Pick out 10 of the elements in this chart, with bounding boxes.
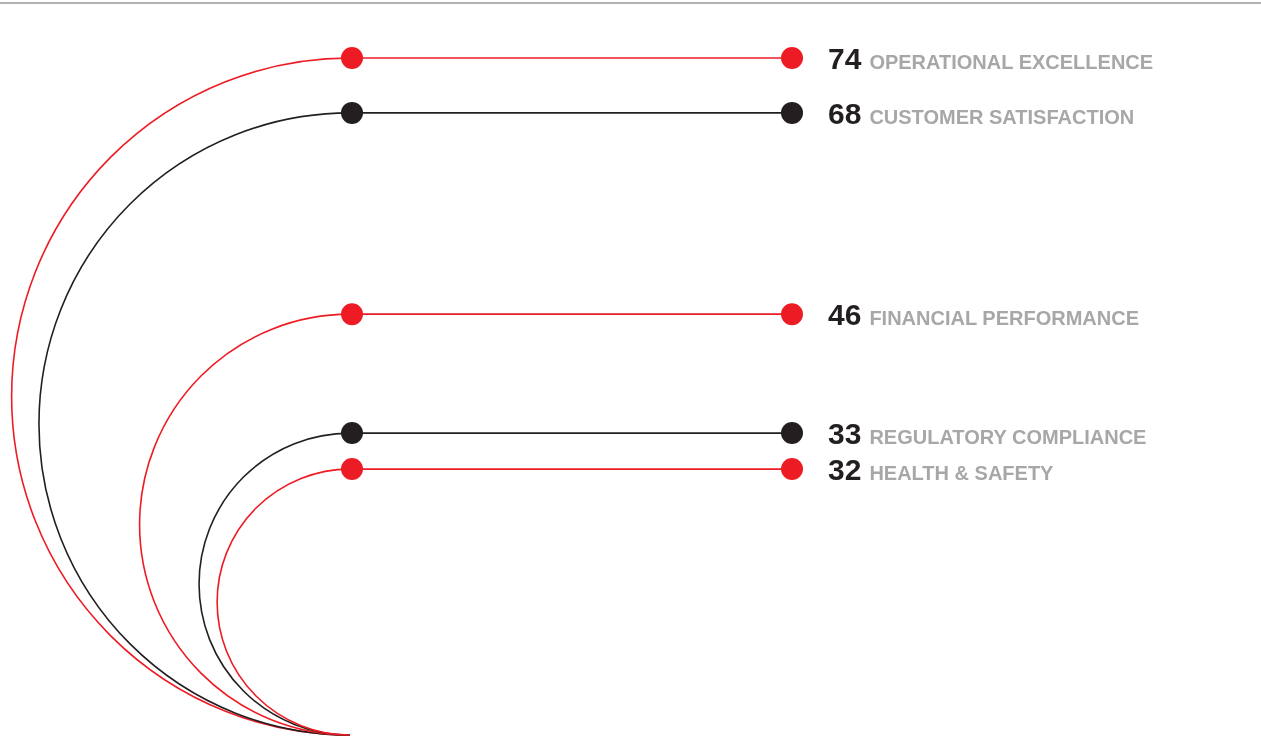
category-label: OPERATIONAL EXCELLENCE <box>869 51 1154 73</box>
data-label: 32 <box>828 453 862 487</box>
data-label: 68 <box>828 96 862 130</box>
data-label: 46 <box>828 298 862 332</box>
category-label: FINANCIAL PERFORMANCE <box>869 307 1140 330</box>
data-label: 74 <box>828 42 862 75</box>
category-label: HEALTH & SAFETY <box>869 462 1055 485</box>
category-label: CUSTOMER SATISFACTION <box>869 105 1135 128</box>
category-label: REGULATORY COMPLIANCE <box>869 426 1147 449</box>
data-label: 33 <box>828 417 862 451</box>
